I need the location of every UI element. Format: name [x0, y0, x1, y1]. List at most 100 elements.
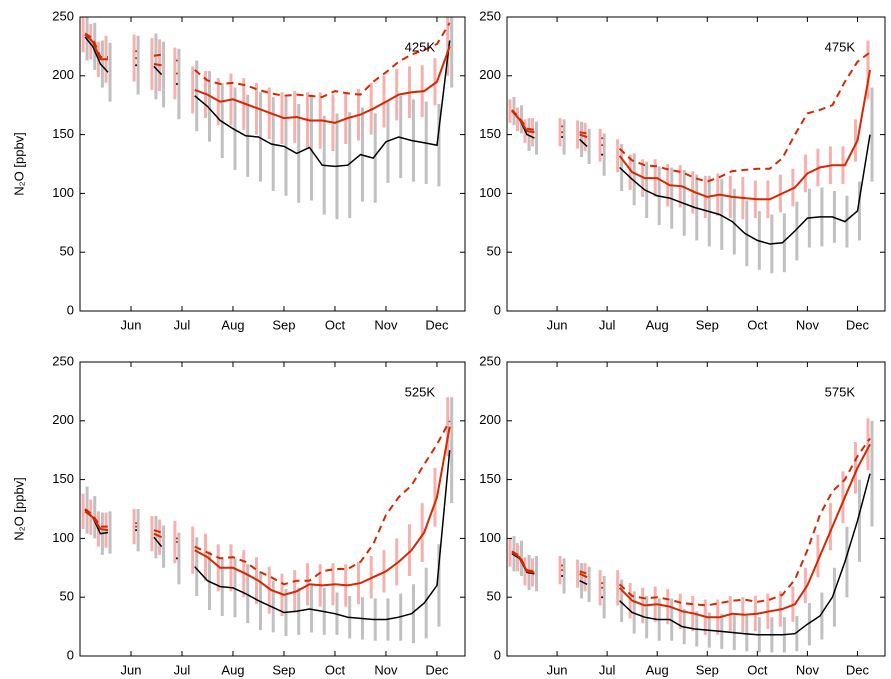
series-line — [153, 536, 163, 548]
y-tick-label: 250 — [479, 353, 501, 368]
series-line — [619, 134, 871, 245]
panel: 0 50 100 150 200 250 Jun Jul Aug Sep Oct Nov Dec 575K — [479, 353, 886, 677]
series-line — [194, 426, 451, 596]
series-line — [618, 443, 871, 619]
x-tick-label: Sep — [272, 317, 295, 332]
plot-frame — [506, 361, 886, 657]
y-tick-label: 100 — [479, 185, 501, 200]
x-tick-label: Aug — [646, 662, 669, 677]
series-line — [579, 570, 588, 575]
series-line — [579, 131, 588, 135]
series-line — [579, 572, 588, 579]
y-tick-label: 200 — [52, 412, 74, 427]
y-tick-label: 0 — [67, 302, 74, 317]
y-tick-label: 150 — [479, 471, 501, 486]
series-line — [511, 109, 535, 131]
y-tick-label: 200 — [479, 67, 501, 82]
panel-label: 525K — [405, 384, 436, 399]
x-tick-label: Nov — [374, 662, 398, 677]
x-tick-label: Jun — [121, 662, 142, 677]
y-tick-label: 250 — [52, 353, 74, 368]
x-tick-label: Oct — [747, 317, 768, 332]
line-point — [175, 540, 178, 543]
series-line — [194, 22, 451, 99]
line-point — [175, 557, 178, 560]
line-point — [561, 564, 564, 567]
y-tick-label: 250 — [479, 8, 501, 23]
series-line — [153, 63, 162, 67]
series-line — [84, 508, 108, 528]
line-point — [601, 596, 604, 599]
line-point — [135, 529, 138, 532]
series-line — [153, 529, 162, 534]
x-tick-label: Dec — [425, 317, 449, 332]
y-tick-label: 100 — [52, 185, 74, 200]
x-tick-label: Aug — [221, 662, 244, 677]
line-point — [561, 135, 564, 138]
line-point — [561, 569, 564, 572]
y-tick-label: 0 — [67, 647, 74, 662]
y-tick-label: 0 — [494, 647, 501, 662]
y-tick-label: 200 — [52, 67, 74, 82]
x-tick-label: Sep — [272, 662, 295, 677]
panel: 0 50 100 150 200 250 Jun Jul Aug Sep Oct Nov Dec 525K… — [11, 353, 466, 677]
x-tick-label: Jul — [599, 317, 616, 332]
line-point — [601, 137, 604, 140]
series-line — [153, 53, 162, 57]
x-tick-label: Sep — [696, 662, 719, 677]
line-point — [601, 144, 604, 147]
x-tick-label: Oct — [325, 662, 346, 677]
x-tick-label: Jul — [174, 317, 191, 332]
y-tick-label: 150 — [479, 126, 501, 141]
plot-frame — [506, 16, 886, 312]
series-line — [618, 437, 871, 607]
series-line — [153, 532, 163, 539]
line-point — [135, 522, 138, 525]
panel: 0 50 100 150 200 250 Jun Jul Aug Sep Oct Nov Dec 475K — [479, 8, 886, 332]
line-point — [175, 83, 178, 86]
x-tick-label: Dec — [846, 317, 870, 332]
series-line — [84, 32, 108, 58]
series-line — [153, 65, 163, 76]
panel: 0 50 100 150 200 250 Jun Jul Aug Sep Oct Nov Dec 425K… — [11, 8, 466, 332]
panel-label: 575K — [825, 384, 856, 399]
x-tick-label: Aug — [221, 317, 244, 332]
line-point — [561, 125, 564, 128]
plot-frame — [79, 361, 466, 657]
line-point — [135, 64, 138, 67]
x-tick-label: Sep — [696, 317, 719, 332]
series-line — [194, 450, 451, 621]
line-point — [175, 537, 178, 540]
y-tick-label: 50 — [60, 589, 74, 604]
panel-label: 425K — [405, 39, 436, 54]
series-line — [618, 51, 871, 183]
series-line — [194, 420, 451, 586]
y-axis-label: N₂O [ppbv] — [11, 477, 26, 541]
series-line — [579, 580, 588, 585]
line-point — [601, 153, 604, 156]
series-line — [511, 550, 535, 573]
line-point — [561, 575, 564, 578]
y-tick-label: 100 — [479, 530, 501, 545]
line-point — [135, 57, 138, 60]
series-line — [194, 40, 451, 168]
x-tick-label: Dec — [846, 662, 870, 677]
panel-label: 475K — [825, 39, 856, 54]
y-tick-label: 150 — [52, 126, 74, 141]
x-tick-label: Jul — [174, 662, 191, 677]
y-tick-label: 200 — [479, 412, 501, 427]
y-tick-label: 50 — [60, 244, 74, 259]
x-tick-label: Nov — [796, 317, 820, 332]
line-point — [135, 50, 138, 53]
y-tick-label: 0 — [494, 302, 501, 317]
x-tick-label: Jun — [547, 317, 568, 332]
y-tick-label: 50 — [487, 244, 501, 259]
x-tick-label: Dec — [425, 662, 449, 677]
x-tick-label: Oct — [325, 317, 346, 332]
line-point — [561, 131, 564, 134]
line-point — [175, 59, 178, 62]
plot-frame — [79, 16, 466, 312]
x-tick-label: Nov — [796, 662, 820, 677]
x-tick-label: Jul — [599, 662, 616, 677]
